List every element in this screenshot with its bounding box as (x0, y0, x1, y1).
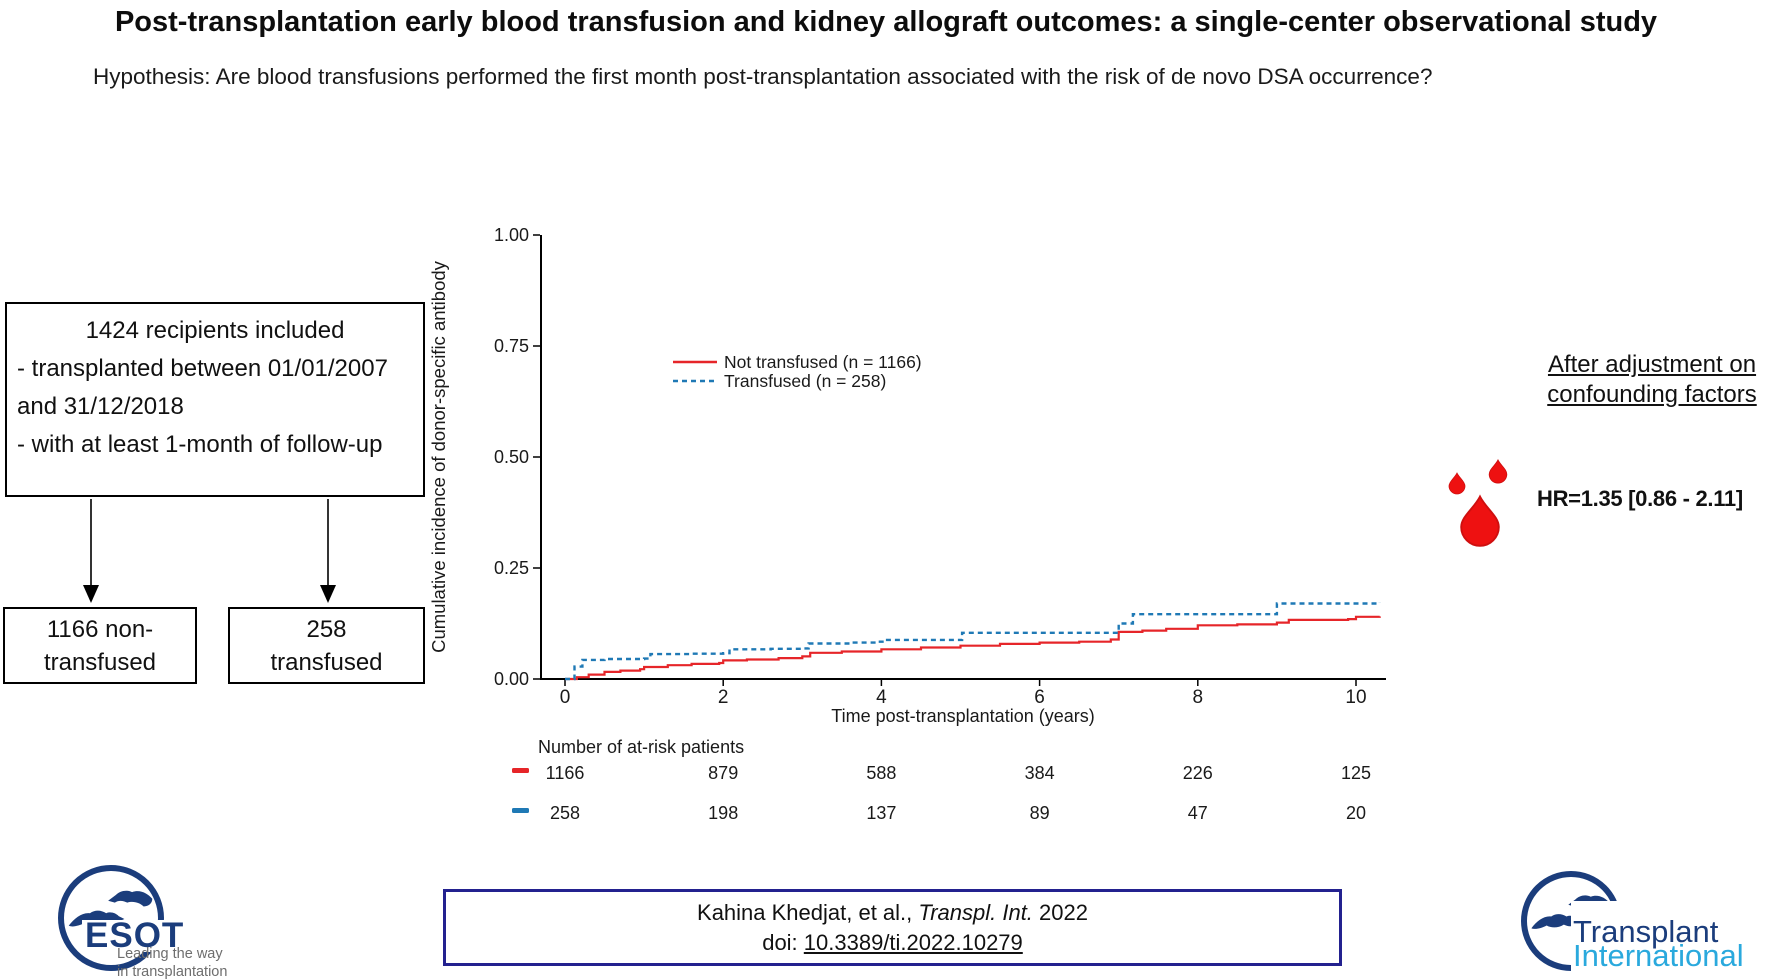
y-tick-label: 0.00 (494, 669, 529, 689)
at-risk-value: 226 (1183, 763, 1213, 783)
right-hand-icon (108, 890, 153, 907)
y-tick-label: 0.75 (494, 336, 529, 356)
non-transfused-line-1: 1166 non- (46, 615, 154, 643)
non-transfused-line-2: transfused (43, 648, 157, 676)
at-risk-header: Number of at-risk patients (538, 737, 744, 757)
x-tick-label: 8 (1193, 687, 1204, 708)
x-tick-label: 4 (876, 687, 887, 708)
small-drop-right-icon (1488, 459, 1508, 484)
axis-lines (540, 235, 1386, 680)
y-axis-title: Cumulative incidence of donor-specific a… (428, 260, 449, 653)
at-risk-value: 20 (1346, 803, 1366, 823)
at-risk-value: 588 (866, 763, 896, 783)
y-tick-label: 0.50 (494, 447, 529, 467)
left-hand-icon (1531, 914, 1584, 929)
cohort-box-line-2: - with at least 1-month of follow-up (17, 431, 383, 458)
at-risk-value: 384 (1025, 763, 1055, 783)
doi-link[interactable]: 10.3389/ti.2022.10279 (803, 929, 1023, 955)
citation-year: 2022 (1032, 899, 1088, 925)
doi-prefix: doi: (762, 929, 804, 955)
legend-label: Not transfused (n = 1166) (724, 352, 922, 372)
at-risk-value: 47 (1188, 803, 1208, 823)
non-transfused-box: 1166 non- transfused (3, 607, 197, 684)
cohort-box-line-1: - transplanted between 01/01/2007 and 31… (17, 355, 388, 420)
hazard-ratio-text: HR=1.35 [0.86 - 2.11] (1537, 486, 1743, 511)
x-tick-label: 6 (1034, 687, 1045, 708)
esot-logo: ESOT Leading the way in transplantation (58, 865, 227, 979)
at-risk-value: 879 (708, 763, 738, 783)
large-drop-icon (1460, 494, 1500, 547)
at-risk-value: 137 (866, 803, 896, 823)
legend-label: Transfused (n = 258) (724, 371, 886, 391)
arrow-head-left-icon (83, 585, 99, 603)
ti-line-1: Transplant (1573, 914, 1719, 949)
transfused-box: 258 transfused (228, 607, 425, 684)
at-risk-value: 1166 (546, 763, 585, 783)
transfused-line-1: 258 (306, 615, 347, 643)
citation-authors: Kahina Khedjat, et al., (697, 899, 919, 925)
at-risk-value: 89 (1030, 803, 1050, 823)
x-tick-label: 2 (718, 687, 729, 708)
blood-drops-icon (1448, 459, 1508, 547)
at-risk-value: 198 (708, 803, 738, 823)
transfused-line-2: transfused (270, 648, 383, 676)
citation-box: Kahina Khedjat, et al., Transpl. Int. 20… (443, 889, 1342, 966)
flowchart-arrows (83, 499, 336, 603)
at-risk-value: 125 (1341, 763, 1371, 783)
y-tick-label: 0.25 (494, 558, 529, 578)
y-tick-label: 1.00 (494, 225, 529, 245)
x-tick-label: 0 (560, 687, 571, 708)
at-risk-value: 258 (550, 803, 580, 823)
page-title: Post-transplantation early blood transfu… (114, 6, 1658, 38)
adjustment-line-2: confounding factors (1547, 381, 1757, 408)
citation-line-1: Kahina Khedjat, et al., Transpl. Int. 20… (697, 898, 1088, 928)
small-drop-left-icon (1448, 472, 1466, 495)
at-risk-marker (512, 808, 529, 813)
cohort-box: 1424 recipients included - transplanted … (5, 302, 425, 497)
series-curve-not-transfused (565, 615, 1381, 681)
esot-acronym: ESOT (85, 916, 184, 955)
km-chart-svg: 0.00 0.25 0.50 0.75 1.00 0 2 4 6 8 10 Time post-tra… (428, 225, 1386, 823)
cohort-box-title: 1424 recipients included (85, 317, 345, 344)
esot-circle-icon (58, 865, 164, 971)
esot-tagline-2: in transplantation (117, 964, 227, 979)
adjustment-heading: After adjustment on confounding factors (1528, 350, 1772, 410)
x-tick-label: 10 (1345, 687, 1366, 708)
ti-text-backdrop (1571, 901, 1767, 971)
at-risk-marker (512, 768, 529, 773)
series-curve-transfused (565, 602, 1381, 681)
hypothesis-text: Hypothesis: Are blood transfusions perfo… (93, 64, 1433, 89)
x-axis-title: Time post-transplantation (years) (831, 706, 1094, 726)
esot-tagline-1: Leading the way (117, 946, 223, 962)
esot-text-backdrop (82, 920, 178, 952)
citation-line-2: doi: 10.3389/ti.2022.10279 (762, 928, 1023, 958)
ti-line-2: International (1573, 938, 1744, 973)
adjustment-line-1: After adjustment on (1547, 351, 1757, 378)
citation-journal: Transpl. Int. (918, 899, 1033, 925)
transplant-international-logo: Transplant International (1521, 871, 1767, 973)
arrow-head-right-icon (320, 585, 336, 603)
cumulative-incidence-chart: 0.00 0.25 0.50 0.75 1.00 0 2 4 6 8 10 Time post-tra… (420, 190, 1400, 835)
